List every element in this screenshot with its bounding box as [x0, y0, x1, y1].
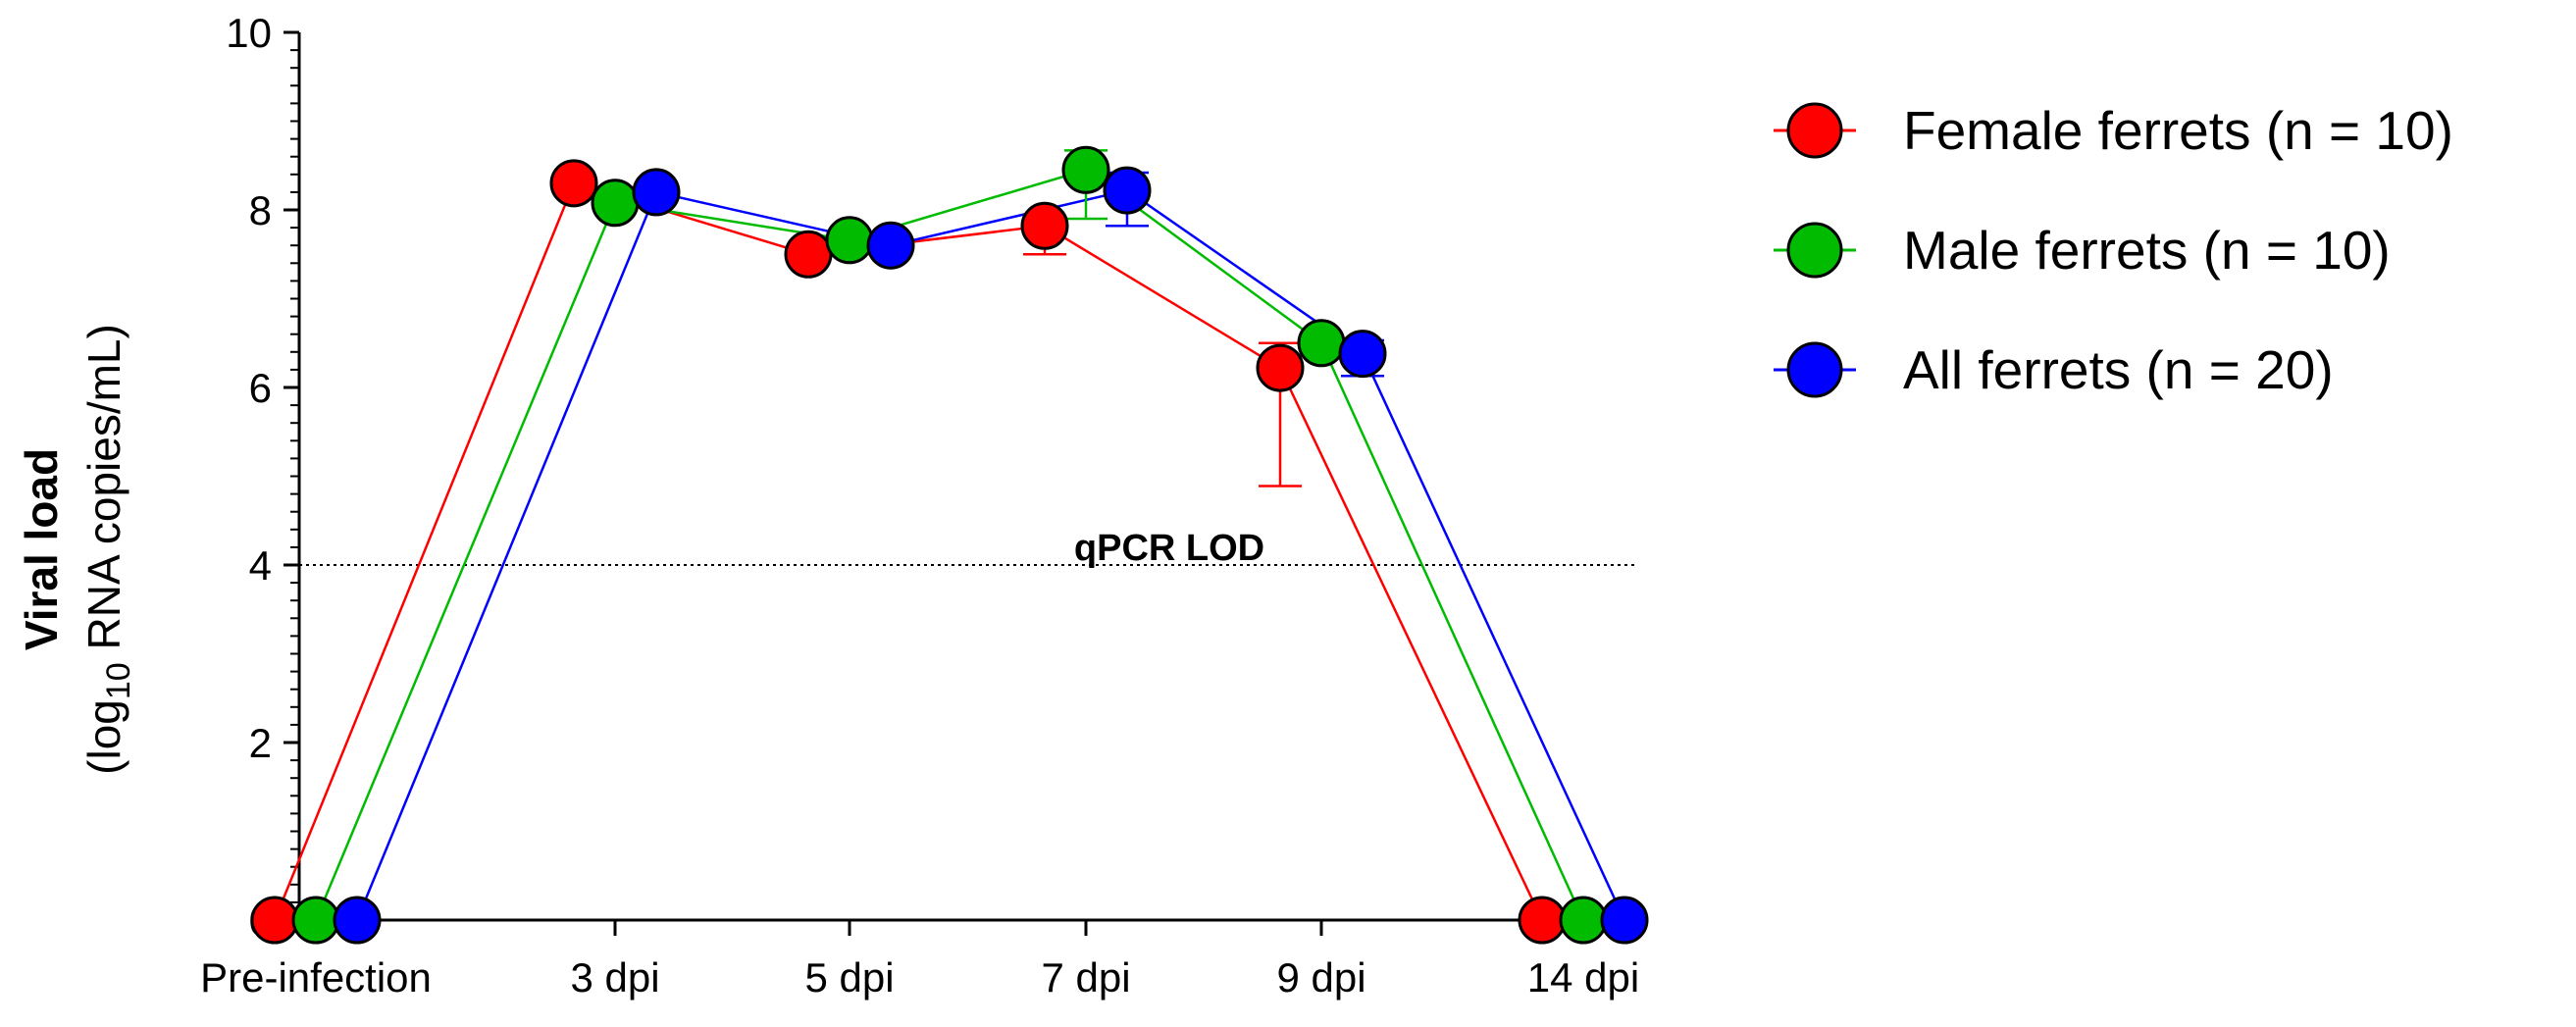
- legend-label: Female ferrets (n = 10): [1903, 100, 2453, 161]
- y-axis-title-units: (log10 RNA copies/mL): [78, 324, 137, 775]
- data-point: [1600, 896, 1649, 945]
- data-point: [1103, 166, 1152, 215]
- lod-label: qPCR LOD: [1074, 528, 1264, 569]
- x-tick-label: 14 dpi: [1527, 954, 1639, 1001]
- x-tick-label: 9 dpi: [1276, 954, 1365, 1001]
- data-point: [1297, 319, 1346, 368]
- legend-swatch-marker: [1786, 222, 1843, 279]
- data-point: [1256, 343, 1305, 392]
- y-tick-label: 10: [226, 10, 272, 56]
- legend: Female ferrets (n = 10) Male ferrets (n =…: [1774, 100, 2453, 400]
- legend-item-2: Male ferrets (n = 10): [1774, 220, 2391, 281]
- series-lines: [273, 168, 1626, 921]
- x-tick-label: Pre-infection: [200, 954, 432, 1001]
- y-axis-title-prefix: (log: [78, 699, 129, 775]
- y-tick-label: 6: [249, 365, 272, 411]
- legend-label: All ferrets (n = 20): [1903, 339, 2334, 400]
- y-tick-label: 4: [249, 542, 272, 589]
- data-point: [866, 221, 915, 270]
- data-point: [632, 168, 681, 217]
- x-tick-label: 3 dpi: [570, 954, 659, 1001]
- y-tick-label: 8: [249, 187, 272, 233]
- data-point: [291, 896, 340, 945]
- legend-label: Male ferrets (n = 10): [1903, 220, 2391, 281]
- y-axis-title-suffix: RNA copies/mL): [78, 324, 129, 662]
- data-point: [1338, 330, 1387, 379]
- legend-item-3: All ferrets (n = 20): [1774, 339, 2334, 400]
- data-point: [1061, 145, 1110, 194]
- x-tick-label: 7 dpi: [1041, 954, 1130, 1001]
- x-tick-label: 5 dpi: [804, 954, 894, 1001]
- reference-line-group: qPCR LOD: [299, 528, 1636, 569]
- data-point: [591, 179, 640, 228]
- data-point: [1559, 896, 1608, 945]
- legend-swatch-marker: [1786, 102, 1843, 159]
- data-point: [549, 159, 598, 208]
- series-group: [250, 145, 1649, 945]
- y-tick-label: 2: [249, 720, 272, 766]
- data-point: [784, 230, 833, 279]
- series-markers: [250, 145, 1649, 945]
- data-point: [333, 896, 382, 945]
- data-point: [825, 216, 874, 265]
- series-line-3: [355, 188, 1626, 921]
- series-line-1: [273, 181, 1544, 921]
- data-point: [250, 896, 299, 945]
- data-point: [1518, 896, 1567, 945]
- legend-item-1: Female ferrets (n = 10): [1774, 100, 2453, 161]
- y-axis-title-subscript: 10: [100, 662, 137, 699]
- data-point: [1020, 201, 1069, 250]
- y-axis-title-bold: Viral load: [16, 448, 67, 650]
- y-axis-title: Viral load (log10 RNA copies/mL): [16, 324, 137, 775]
- legend-swatch-marker: [1786, 341, 1843, 398]
- series-line-2: [314, 168, 1585, 921]
